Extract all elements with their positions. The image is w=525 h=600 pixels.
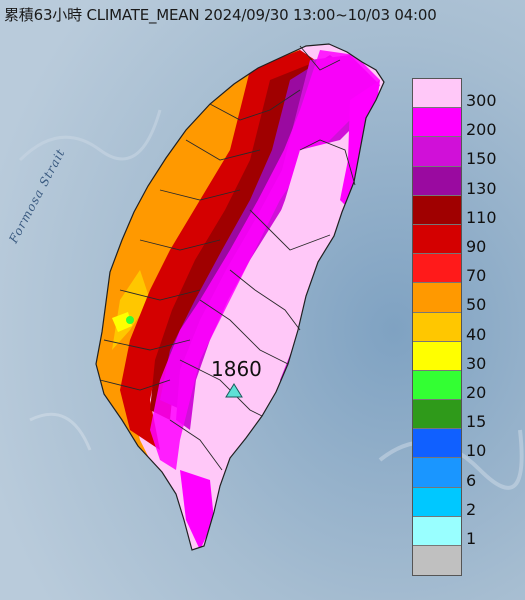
cloud-streak <box>18 109 162 162</box>
legend-label: 1 <box>466 529 477 548</box>
legend-swatch <box>413 458 461 488</box>
legend-label: 110 <box>466 207 497 227</box>
legend-label: 150 <box>466 149 497 169</box>
zone-200-south <box>180 470 214 550</box>
zone-30 <box>112 312 132 332</box>
zone-300 <box>180 140 350 500</box>
legend-label: 20 <box>466 383 487 402</box>
cloud-streak <box>378 429 524 490</box>
legend-swatch <box>413 400 461 430</box>
legend-label: 130 <box>466 178 497 198</box>
legend-swatch <box>413 195 461 225</box>
legend-swatch <box>413 166 461 196</box>
legend-swatch <box>413 137 461 167</box>
legend-label: 70 <box>466 266 487 286</box>
legend-label: 40 <box>466 324 487 344</box>
legend-label: 2 <box>466 499 477 519</box>
legend-label: 90 <box>466 237 487 256</box>
legend-swatch <box>413 283 461 313</box>
legend-swatch <box>413 254 461 284</box>
legend-label: 200 <box>466 120 497 140</box>
cloud-streak <box>29 412 92 451</box>
legend-label: 10 <box>466 441 487 461</box>
zone-20 <box>126 316 134 324</box>
legend-label: 15 <box>466 412 487 432</box>
legend-swatch <box>413 224 461 255</box>
legend-label: 30 <box>466 353 487 373</box>
island-outline <box>95 43 385 551</box>
legend-swatch <box>413 79 461 109</box>
legend-swatch <box>413 487 461 517</box>
legend-swatch <box>413 370 461 401</box>
legend-label: 300 <box>466 91 497 110</box>
triangle-icon <box>225 383 243 398</box>
legend-swatch <box>413 108 461 138</box>
legend-swatch <box>413 516 461 546</box>
legend-swatch <box>413 429 461 459</box>
county-boundaries <box>99 45 356 471</box>
station-value: 1860 <box>211 357 262 381</box>
color-legend <box>412 78 462 577</box>
zone-200 <box>150 50 380 470</box>
legend-swatch <box>413 546 461 576</box>
legend-label: 6 <box>466 470 477 490</box>
legend-label: 50 <box>466 295 487 315</box>
map-title: 累積63小時 CLIMATE_MEAN 2024/09/30 13:00~10/… <box>4 6 437 24</box>
legend-swatch <box>413 341 461 371</box>
legend-swatch <box>413 312 461 342</box>
